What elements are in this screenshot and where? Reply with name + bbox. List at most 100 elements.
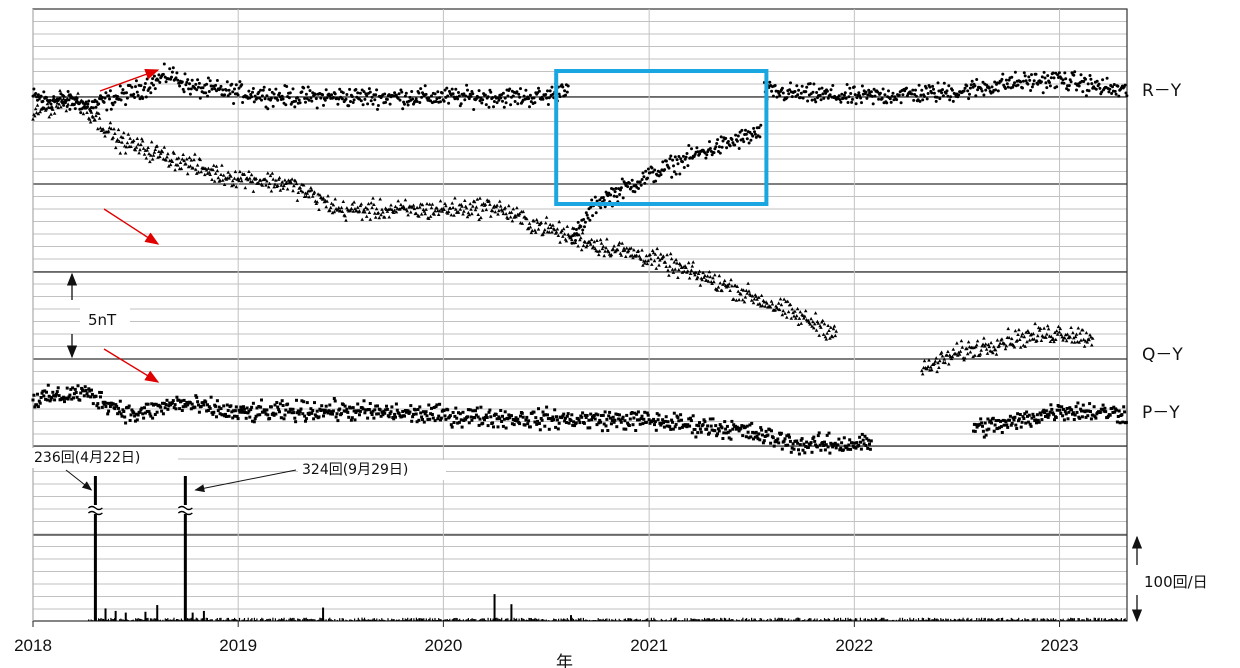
data-point-q-y	[45, 102, 50, 106]
data-point-p-y	[356, 402, 360, 406]
data-point-q-y	[136, 142, 140, 146]
data-point-p-y	[755, 434, 759, 438]
data-point-q-y	[123, 151, 128, 155]
data-point-r-y	[923, 95, 926, 98]
data-point-q-y	[249, 172, 254, 177]
data-point-p-y	[979, 417, 983, 421]
data-point-q-y	[1077, 340, 1081, 344]
spike-arrow-236	[65, 469, 93, 491]
data-point-p-y	[713, 429, 717, 433]
data-point-q-y	[115, 137, 120, 142]
data-point-q-y	[1054, 337, 1058, 341]
data-point-p-y	[144, 402, 148, 406]
data-point-p-y	[368, 402, 372, 405]
data-point-p-y	[155, 410, 159, 414]
data-point-q-y	[129, 144, 133, 148]
data-point-r-y	[184, 83, 188, 87]
data-point-p-y	[1024, 421, 1028, 425]
data-point-q-y	[395, 206, 400, 210]
highlight-box	[554, 69, 769, 206]
data-point-r-y	[143, 82, 147, 85]
data-point-q-y	[1016, 332, 1020, 336]
data-point-p-y	[1115, 408, 1118, 412]
series-r-y-points	[31, 62, 1129, 245]
data-point-r-y	[511, 94, 515, 98]
data-point-p-y	[826, 445, 830, 449]
data-point-r-y	[162, 62, 166, 66]
data-point-q-y	[274, 178, 278, 182]
data-point-p-y	[289, 407, 293, 411]
data-point-p-y	[1122, 405, 1126, 409]
data-point-r-y	[188, 92, 192, 96]
data-point-q-y	[1072, 336, 1076, 340]
data-point-r-y	[854, 102, 858, 106]
data-point-r-y	[280, 94, 284, 98]
data-point-q-y	[81, 111, 86, 116]
data-point-p-y	[538, 428, 542, 432]
data-point-r-y	[459, 102, 463, 106]
data-point-r-y	[719, 135, 723, 139]
data-point-r-y	[969, 83, 973, 87]
data-point-p-y	[536, 419, 540, 423]
data-point-q-y	[373, 215, 378, 219]
data-point-q-y	[546, 226, 551, 230]
data-point-r-y	[231, 90, 235, 94]
data-point-r-y	[518, 95, 522, 99]
data-point-r-y	[87, 99, 91, 103]
data-point-r-y	[32, 87, 36, 91]
data-point-q-y	[448, 206, 453, 210]
data-point-r-y	[745, 137, 749, 141]
data-point-p-y	[300, 399, 304, 403]
data-point-p-y	[791, 442, 795, 446]
data-point-r-y	[434, 100, 438, 103]
data-point-q-y	[107, 125, 112, 130]
data-point-r-y	[150, 81, 154, 85]
data-point-q-y	[808, 322, 812, 326]
data-point-p-y	[857, 444, 861, 447]
data-point-p-y	[1068, 406, 1072, 410]
data-point-r-y	[1055, 85, 1059, 89]
data-point-p-y	[1065, 407, 1069, 410]
data-point-q-y	[181, 152, 185, 156]
data-point-p-y	[294, 420, 298, 424]
data-point-r-y	[601, 196, 605, 199]
data-point-q-y	[651, 250, 656, 255]
data-point-r-y	[310, 99, 314, 103]
data-point-p-y	[175, 395, 179, 399]
data-point-q-y	[1073, 334, 1078, 339]
data-point-r-y	[626, 185, 630, 189]
data-point-r-y	[1094, 87, 1098, 91]
data-point-q-y	[650, 248, 655, 252]
data-point-p-y	[299, 407, 303, 411]
data-point-r-y	[661, 160, 665, 164]
data-point-r-y	[651, 170, 655, 174]
data-point-r-y	[125, 91, 128, 95]
data-point-q-y	[960, 345, 965, 349]
data-point-q-y	[557, 219, 561, 224]
data-point-q-y	[391, 210, 396, 214]
data-point-p-y	[477, 423, 481, 427]
data-point-p-y	[1048, 410, 1052, 414]
data-point-p-y	[809, 441, 813, 445]
data-point-r-y	[204, 91, 208, 95]
data-point-r-y	[860, 101, 863, 105]
data-point-p-y	[361, 407, 365, 411]
data-point-p-y	[697, 424, 701, 428]
data-point-p-y	[812, 435, 816, 439]
data-point-p-y	[421, 418, 424, 421]
data-point-p-y	[854, 446, 858, 450]
data-point-p-y	[685, 425, 689, 429]
data-point-r-y	[214, 83, 218, 87]
data-point-r-y	[171, 66, 175, 70]
data-point-p-y	[702, 418, 706, 422]
data-point-r-y	[250, 95, 254, 99]
data-point-r-y	[522, 94, 526, 98]
data-point-p-y	[716, 432, 719, 436]
data-point-p-y	[676, 416, 680, 420]
data-point-q-y	[1020, 332, 1025, 336]
data-point-r-y	[306, 85, 310, 89]
data-point-r-y	[1114, 92, 1118, 96]
data-point-r-y	[914, 88, 917, 92]
data-point-r-y	[941, 88, 944, 92]
data-point-p-y	[136, 413, 140, 417]
